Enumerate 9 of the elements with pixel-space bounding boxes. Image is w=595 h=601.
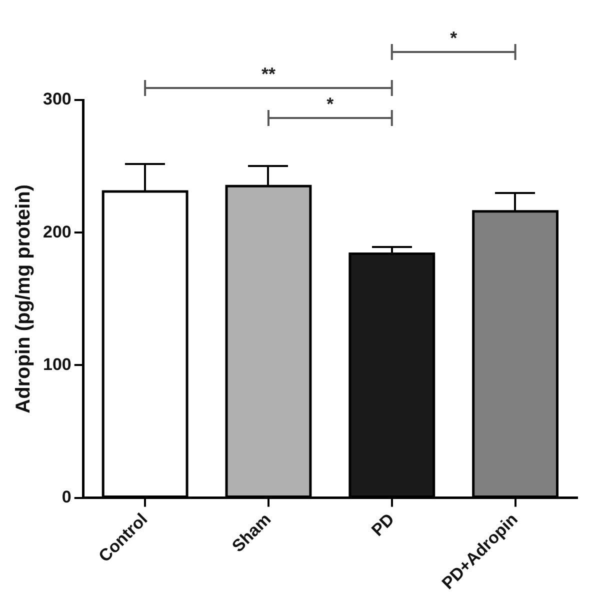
text: * [450,28,458,48]
y-axis-title: Adropin (pg/mg protein) [12,184,35,414]
annotation: * [326,94,334,114]
text: ** [261,64,276,84]
y-tick-label: 100 [42,354,72,374]
y-tick-label: 300 [42,90,72,109]
y-tick-label: 0 [62,487,72,506]
x-tick-label: PD [368,510,398,540]
y-tick-label: 200 [42,222,72,242]
